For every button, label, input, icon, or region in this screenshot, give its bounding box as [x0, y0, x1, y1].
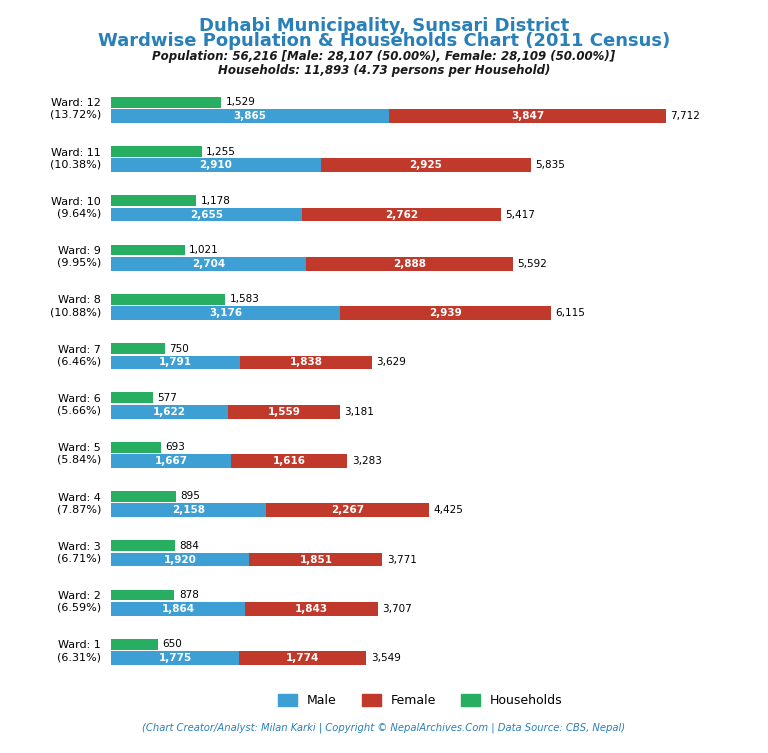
Text: (Chart Creator/Analyst: Milan Karki | Copyright © NepalArchives.Com | Data Sourc: (Chart Creator/Analyst: Milan Karki | Co…: [142, 722, 626, 733]
Text: 1,851: 1,851: [300, 554, 333, 565]
Text: 1,616: 1,616: [273, 456, 306, 466]
Bar: [111, 343, 165, 354]
Bar: [389, 109, 666, 123]
Bar: [111, 195, 196, 206]
Text: 4,425: 4,425: [434, 505, 464, 515]
Text: 3,865: 3,865: [233, 111, 266, 121]
Text: 650: 650: [162, 639, 182, 649]
Text: 3,283: 3,283: [352, 456, 382, 466]
Text: 3,707: 3,707: [382, 604, 412, 614]
Bar: [231, 454, 347, 468]
Text: 1,775: 1,775: [158, 653, 192, 663]
Bar: [111, 146, 201, 157]
Bar: [111, 109, 389, 123]
Text: 7,712: 7,712: [670, 111, 700, 121]
Text: 693: 693: [165, 442, 185, 453]
Bar: [303, 208, 501, 221]
Bar: [111, 294, 225, 305]
Text: 2,910: 2,910: [200, 160, 233, 170]
Text: 3,176: 3,176: [209, 308, 242, 319]
Text: 5,592: 5,592: [518, 259, 548, 269]
Text: 1,255: 1,255: [206, 147, 236, 157]
Text: 750: 750: [170, 343, 190, 354]
Bar: [111, 245, 185, 255]
Text: 1,774: 1,774: [286, 653, 319, 663]
Bar: [339, 306, 551, 320]
Text: 884: 884: [179, 541, 199, 550]
Bar: [228, 405, 340, 419]
Bar: [111, 405, 228, 419]
Text: 5,835: 5,835: [535, 160, 565, 170]
Text: 6,115: 6,115: [555, 308, 585, 319]
Text: 3,549: 3,549: [371, 653, 401, 663]
Bar: [111, 442, 161, 453]
Text: 2,158: 2,158: [173, 505, 205, 515]
Text: Population: 56,216 [Male: 28,107 (50.00%), Female: 28,109 (50.00%)]: Population: 56,216 [Male: 28,107 (50.00%…: [152, 50, 616, 63]
Bar: [111, 639, 158, 650]
Text: 2,267: 2,267: [332, 505, 365, 515]
Text: 1,529: 1,529: [226, 97, 256, 107]
Text: 3,629: 3,629: [376, 358, 406, 367]
Bar: [239, 651, 366, 665]
Text: 3,847: 3,847: [511, 111, 544, 121]
Text: Duhabi Municipality, Sunsari District: Duhabi Municipality, Sunsari District: [199, 17, 569, 35]
Bar: [111, 651, 239, 665]
Bar: [111, 306, 339, 320]
Text: 1,178: 1,178: [200, 196, 230, 206]
Bar: [320, 158, 531, 172]
Bar: [111, 392, 153, 404]
Bar: [111, 504, 266, 517]
Text: 2,762: 2,762: [385, 209, 418, 220]
Bar: [111, 491, 176, 502]
Text: 577: 577: [157, 393, 177, 403]
Bar: [111, 602, 245, 616]
Bar: [245, 602, 378, 616]
Text: 1,667: 1,667: [154, 456, 188, 466]
Text: 2,888: 2,888: [393, 259, 426, 269]
Text: 1,021: 1,021: [189, 245, 219, 255]
Bar: [111, 97, 221, 108]
Text: 2,925: 2,925: [409, 160, 442, 170]
Bar: [111, 158, 320, 172]
Bar: [111, 257, 306, 271]
Text: 1,920: 1,920: [164, 554, 197, 565]
Bar: [111, 454, 231, 468]
Text: 3,771: 3,771: [387, 554, 416, 565]
Text: 895: 895: [180, 492, 200, 501]
Text: 2,655: 2,655: [190, 209, 223, 220]
Text: 1,864: 1,864: [162, 604, 195, 614]
Text: 2,939: 2,939: [429, 308, 462, 319]
Bar: [266, 504, 429, 517]
Text: 1,843: 1,843: [295, 604, 328, 614]
Text: 3,181: 3,181: [344, 407, 374, 416]
Text: 1,622: 1,622: [153, 407, 186, 416]
Bar: [250, 553, 382, 566]
Bar: [240, 355, 372, 369]
Text: Wardwise Population & Households Chart (2011 Census): Wardwise Population & Households Chart (…: [98, 32, 670, 50]
Legend: Male, Female, Households: Male, Female, Households: [273, 689, 568, 712]
Bar: [111, 590, 174, 600]
Text: 2,704: 2,704: [192, 259, 225, 269]
Bar: [306, 257, 513, 271]
Text: Households: 11,893 (4.73 persons per Household): Households: 11,893 (4.73 persons per Hou…: [218, 64, 550, 77]
Text: 1,559: 1,559: [267, 407, 300, 416]
Bar: [111, 355, 240, 369]
Text: 1,791: 1,791: [159, 358, 192, 367]
Text: 878: 878: [179, 590, 199, 600]
Bar: [111, 541, 175, 551]
Text: 1,838: 1,838: [290, 358, 323, 367]
Text: 1,583: 1,583: [230, 294, 260, 304]
Bar: [111, 208, 303, 221]
Text: 5,417: 5,417: [505, 209, 535, 220]
Bar: [111, 553, 250, 566]
